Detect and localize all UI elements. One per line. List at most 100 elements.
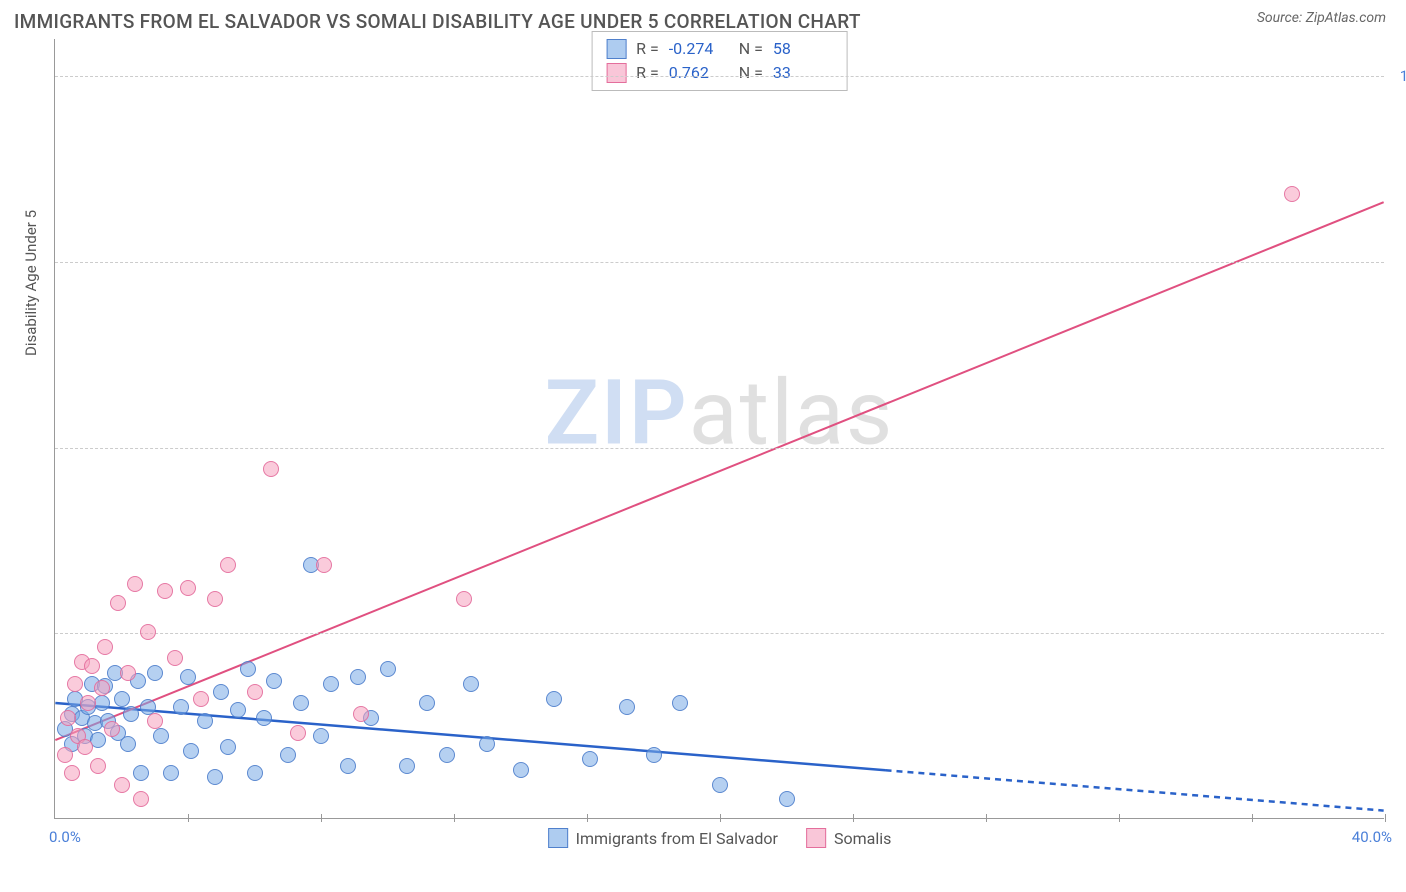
gridline-h bbox=[55, 633, 1384, 634]
data-point-el_salvador bbox=[173, 699, 189, 715]
x-tick bbox=[454, 814, 455, 822]
legend-swatch-el-salvador bbox=[548, 828, 568, 848]
legend-item-somalis: Somalis bbox=[806, 828, 891, 848]
data-point-somalis bbox=[64, 765, 80, 781]
scatter-plot: ZIPatlas R = -0.274 N = 58 R = 0.762 N =… bbox=[54, 39, 1384, 819]
data-point-somalis bbox=[110, 595, 126, 611]
source-attribution: Source: ZipAtlas.com bbox=[1257, 10, 1386, 26]
data-point-el_salvador bbox=[120, 736, 136, 752]
data-point-somalis bbox=[60, 710, 76, 726]
data-point-somalis bbox=[114, 777, 130, 793]
data-point-somalis bbox=[77, 739, 93, 755]
data-point-el_salvador bbox=[280, 747, 296, 763]
data-point-somalis bbox=[353, 706, 369, 722]
data-point-somalis bbox=[97, 639, 113, 655]
data-point-somalis bbox=[127, 576, 143, 592]
x-tick bbox=[720, 814, 721, 822]
data-point-el_salvador bbox=[463, 676, 479, 692]
data-point-somalis bbox=[263, 461, 279, 477]
data-point-el_salvador bbox=[619, 699, 635, 715]
y-tick-label: 10.0% bbox=[1400, 67, 1406, 85]
data-point-el_salvador bbox=[247, 765, 263, 781]
data-point-somalis bbox=[220, 557, 236, 573]
data-point-somalis bbox=[104, 721, 120, 737]
data-point-somalis bbox=[180, 580, 196, 596]
data-point-somalis bbox=[316, 557, 332, 573]
data-point-el_salvador bbox=[313, 728, 329, 744]
data-point-somalis bbox=[167, 650, 183, 666]
x-axis-origin-label: 0.0% bbox=[49, 828, 81, 846]
data-point-el_salvador bbox=[123, 706, 139, 722]
data-point-el_salvador bbox=[140, 699, 156, 715]
data-point-el_salvador bbox=[220, 739, 236, 755]
data-point-el_salvador bbox=[546, 691, 562, 707]
chart-title: IMMIGRANTS FROM EL SALVADOR VS SOMALI DI… bbox=[14, 10, 861, 33]
data-point-el_salvador bbox=[340, 758, 356, 774]
series-legend: Immigrants from El Salvador Somalis bbox=[548, 828, 892, 848]
data-point-somalis bbox=[193, 691, 209, 707]
data-point-el_salvador bbox=[672, 695, 688, 711]
data-point-el_salvador bbox=[350, 669, 366, 685]
y-axis-label: Disability Age Under 5 bbox=[22, 210, 40, 356]
data-point-el_salvador bbox=[479, 736, 495, 752]
data-point-el_salvador bbox=[399, 758, 415, 774]
data-point-el_salvador bbox=[114, 691, 130, 707]
x-axis-max-label: 40.0% bbox=[1352, 828, 1392, 846]
x-tick bbox=[986, 814, 987, 822]
gridline-h bbox=[55, 448, 1384, 449]
data-point-el_salvador bbox=[180, 669, 196, 685]
x-tick bbox=[1385, 814, 1386, 822]
data-point-el_salvador bbox=[213, 684, 229, 700]
data-point-el_salvador bbox=[323, 676, 339, 692]
data-point-somalis bbox=[290, 725, 306, 741]
data-point-somalis bbox=[1284, 186, 1300, 202]
legend-swatch-somalis bbox=[806, 828, 826, 848]
legend-label-el-salvador: Immigrants from El Salvador bbox=[576, 829, 778, 848]
x-tick bbox=[587, 814, 588, 822]
data-point-somalis bbox=[84, 658, 100, 674]
data-point-somalis bbox=[247, 684, 263, 700]
chart-area: Disability Age Under 5 ZIPatlas R = -0.2… bbox=[14, 39, 1392, 819]
data-point-somalis bbox=[57, 747, 73, 763]
data-point-somalis bbox=[140, 624, 156, 640]
data-point-el_salvador bbox=[197, 713, 213, 729]
gridline-h bbox=[55, 76, 1384, 77]
regression-line-somalis bbox=[55, 202, 1383, 740]
data-point-el_salvador bbox=[240, 661, 256, 677]
data-point-el_salvador bbox=[513, 762, 529, 778]
data-point-el_salvador bbox=[380, 661, 396, 677]
data-point-somalis bbox=[80, 695, 96, 711]
data-point-el_salvador bbox=[646, 747, 662, 763]
data-point-somalis bbox=[67, 676, 83, 692]
x-tick bbox=[188, 814, 189, 822]
legend-item-el-salvador: Immigrants from El Salvador bbox=[548, 828, 778, 848]
data-point-el_salvador bbox=[256, 710, 272, 726]
data-point-somalis bbox=[94, 680, 110, 696]
data-point-el_salvador bbox=[293, 695, 309, 711]
data-point-somalis bbox=[456, 591, 472, 607]
data-point-el_salvador bbox=[230, 702, 246, 718]
x-tick bbox=[321, 814, 322, 822]
data-point-el_salvador bbox=[153, 728, 169, 744]
data-point-el_salvador bbox=[207, 769, 223, 785]
data-point-somalis bbox=[207, 591, 223, 607]
data-point-el_salvador bbox=[419, 695, 435, 711]
data-point-el_salvador bbox=[183, 743, 199, 759]
data-point-somalis bbox=[157, 583, 173, 599]
data-point-el_salvador bbox=[582, 751, 598, 767]
source-name: ZipAtlas.com bbox=[1306, 10, 1386, 26]
data-point-el_salvador bbox=[779, 791, 795, 807]
regression-line-extrapolated-el_salvador bbox=[886, 770, 1384, 810]
data-point-el_salvador bbox=[712, 777, 728, 793]
data-point-el_salvador bbox=[266, 673, 282, 689]
legend-label-somalis: Somalis bbox=[834, 829, 891, 848]
x-tick bbox=[1252, 814, 1253, 822]
data-point-el_salvador bbox=[439, 747, 455, 763]
data-point-somalis bbox=[120, 665, 136, 681]
data-point-el_salvador bbox=[147, 665, 163, 681]
data-point-el_salvador bbox=[163, 765, 179, 781]
source-prefix: Source: bbox=[1257, 10, 1306, 26]
regression-lines-layer bbox=[55, 39, 1384, 818]
gridline-h bbox=[55, 262, 1384, 263]
x-tick bbox=[1119, 814, 1120, 822]
